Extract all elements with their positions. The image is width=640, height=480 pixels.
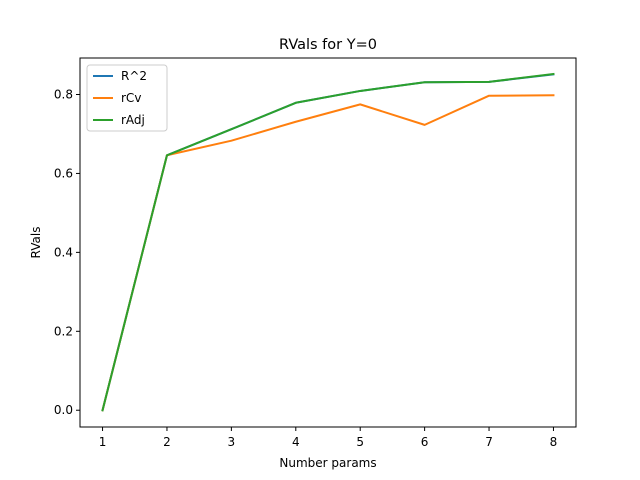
x-tick-label: 6 [421,435,429,449]
plot-frame [79,57,577,428]
x-tick-label: 7 [485,435,493,449]
series-line-radj [101,72,555,412]
y-axis-ticks: 0.0 0.2 0.4 0.6 0.8 [54,88,80,417]
legend-entry-label: rCv [121,91,141,105]
legend-entry-label: R^2 [121,69,147,83]
series-lines [101,72,555,412]
legend-entry-label: rAdj [121,113,145,127]
y-tick-label: 0.6 [54,166,73,180]
legend-box [86,64,168,132]
series-line-rcv [101,94,555,412]
x-tick-label: 5 [356,435,364,449]
y-axis-label: RVals [29,227,43,259]
x-tick-label: 3 [228,435,236,449]
x-tick-label: 2 [163,435,171,449]
x-tick-label: 1 [99,435,107,449]
x-axis-label: Number params [279,456,376,470]
y-tick-label: 0.8 [54,88,73,102]
legend: R^2 rCv rAdj [86,64,168,132]
y-tick-label: 0.2 [54,324,73,338]
x-tick-label: 8 [550,435,558,449]
y-tick-label: 0.4 [54,245,73,259]
x-axis-ticks: 1 2 3 4 5 6 7 8 [99,427,558,449]
y-tick-label: 0.0 [54,403,73,417]
x-tick-label: 4 [292,435,300,449]
chart-title: RVals for Y=0 [279,37,377,53]
series-line-r-2 [101,73,555,412]
